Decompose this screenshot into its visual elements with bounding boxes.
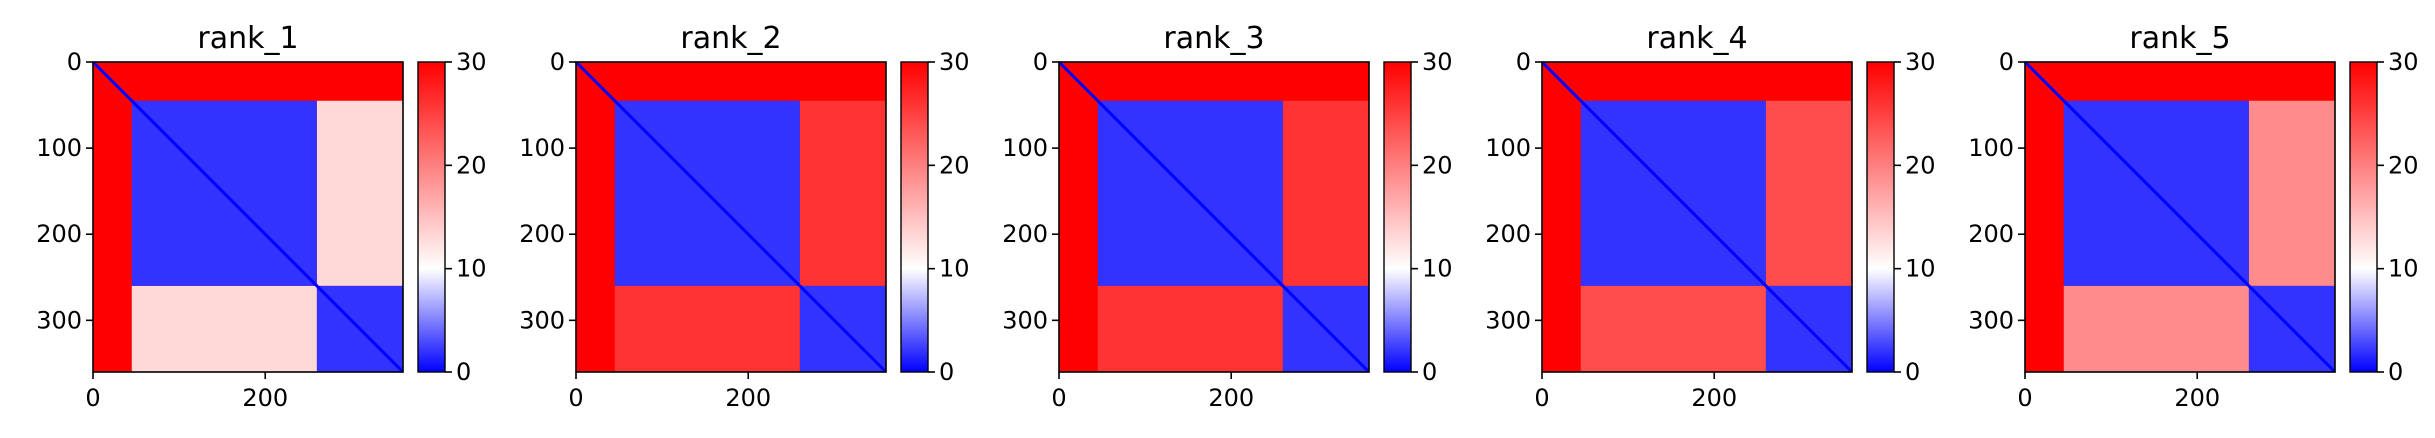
y-tick-label: 300 [519,306,565,334]
colorbar-tick-label: 30 [2388,48,2419,76]
y-tick-label: 100 [1002,134,1048,162]
y-tick-label: 0 [550,48,565,76]
x-tick-label: 200 [1208,384,1254,412]
colorbar-tick-label: 0 [1905,358,1920,386]
inter-domain-block-upper [2248,100,2335,286]
colorbar-tick-label: 0 [456,358,471,386]
heatmap-panel-3: rank_3 0 100 200 300 0 200 0 10 20 30 [1002,21,1452,412]
panel-title: rank_4 [1646,21,1747,56]
inter-domain-block-lower [614,285,800,372]
axes-frame [575,61,887,373]
diagonal-band [2023,60,2337,374]
heatmap-panel-5: rank_5 0 100 200 300 0 200 0 10 20 30 [1968,21,2418,412]
x-tick-label: 0 [1534,384,1549,412]
colorbar-tick-label: 10 [1905,255,1936,283]
heatmap-panel-2: rank_2 0 100 200 300 0 200 0 10 20 30 [519,21,969,412]
panel-title: rank_3 [1163,21,1264,56]
axes-frame [1058,61,1370,373]
colorbar-tick-label: 30 [939,48,970,76]
colorbar-tick-label: 20 [1905,151,1936,179]
x-tick-label: 200 [242,384,288,412]
colorbar [1866,61,1895,373]
x-tick-label: 200 [1691,384,1737,412]
panel-title: rank_5 [2129,21,2230,56]
inter-domain-block-lower [1097,285,1283,372]
diagonal-band [91,60,405,374]
y-tick-label: 200 [36,220,82,248]
axes-frame [2024,61,2336,373]
y-tick-label: 0 [1999,48,2014,76]
colorbar-tick-label: 10 [456,255,487,283]
x-tick-label: 0 [568,384,583,412]
y-tick-label: 300 [36,306,82,334]
inter-domain-block-lower [1580,285,1766,372]
colorbar [1383,61,1412,373]
colorbar-tick-label: 30 [1422,48,1453,76]
x-tick-label: 200 [2174,384,2220,412]
inter-domain-block-lower [2063,285,2249,372]
colorbar-tick-label: 20 [456,151,487,179]
heatmap-panel-1: rank_1 0 100 200 300 0 200 0 10 20 30 [36,21,486,412]
inter-domain-block-upper [316,100,403,286]
colorbar [2349,61,2378,373]
x-tick-label: 200 [725,384,771,412]
axes-frame [92,61,404,373]
axes-frame [1541,61,1853,373]
colorbar [417,61,446,373]
panel-title: rank_1 [197,21,298,56]
y-tick-label: 200 [1002,220,1048,248]
colorbar-tick-label: 10 [2388,255,2419,283]
y-tick-label: 100 [1968,134,2014,162]
diagonal-band [574,60,888,374]
panel-title: rank_2 [680,21,781,56]
inter-domain-block-upper [1765,100,1852,286]
y-tick-label: 200 [519,220,565,248]
y-tick-label: 200 [1485,220,1531,248]
colorbar-tick-label: 0 [1422,358,1437,386]
colorbar-tick-label: 30 [456,48,487,76]
y-tick-label: 100 [36,134,82,162]
y-tick-label: 0 [1033,48,1048,76]
colorbar-tick-label: 30 [1905,48,1936,76]
x-tick-label: 0 [2017,384,2032,412]
colorbar-tick-label: 10 [939,255,970,283]
inter-domain-block-lower [131,285,317,372]
y-tick-label: 0 [1516,48,1531,76]
colorbar-tick-label: 20 [2388,151,2419,179]
heatmap-panel-4: rank_4 0 100 200 300 0 200 0 10 20 30 [1485,21,1935,412]
y-tick-label: 100 [519,134,565,162]
x-tick-label: 0 [85,384,100,412]
colorbar-tick-label: 20 [1422,151,1453,179]
diagonal-band [1057,60,1371,374]
diagonal-band [1540,60,1854,374]
y-tick-label: 200 [1968,220,2014,248]
inter-domain-block-upper [799,100,886,286]
y-tick-label: 100 [1485,134,1531,162]
colorbar-tick-label: 0 [2388,358,2403,386]
y-tick-label: 300 [1485,306,1531,334]
y-tick-label: 300 [1002,306,1048,334]
colorbar-tick-label: 0 [939,358,954,386]
inter-domain-block-upper [1282,100,1369,286]
x-tick-label: 0 [1051,384,1066,412]
y-tick-label: 0 [67,48,82,76]
colorbar-tick-label: 20 [939,151,970,179]
y-tick-label: 300 [1968,306,2014,334]
colorbar [900,61,929,373]
colorbar-tick-label: 10 [1422,255,1453,283]
